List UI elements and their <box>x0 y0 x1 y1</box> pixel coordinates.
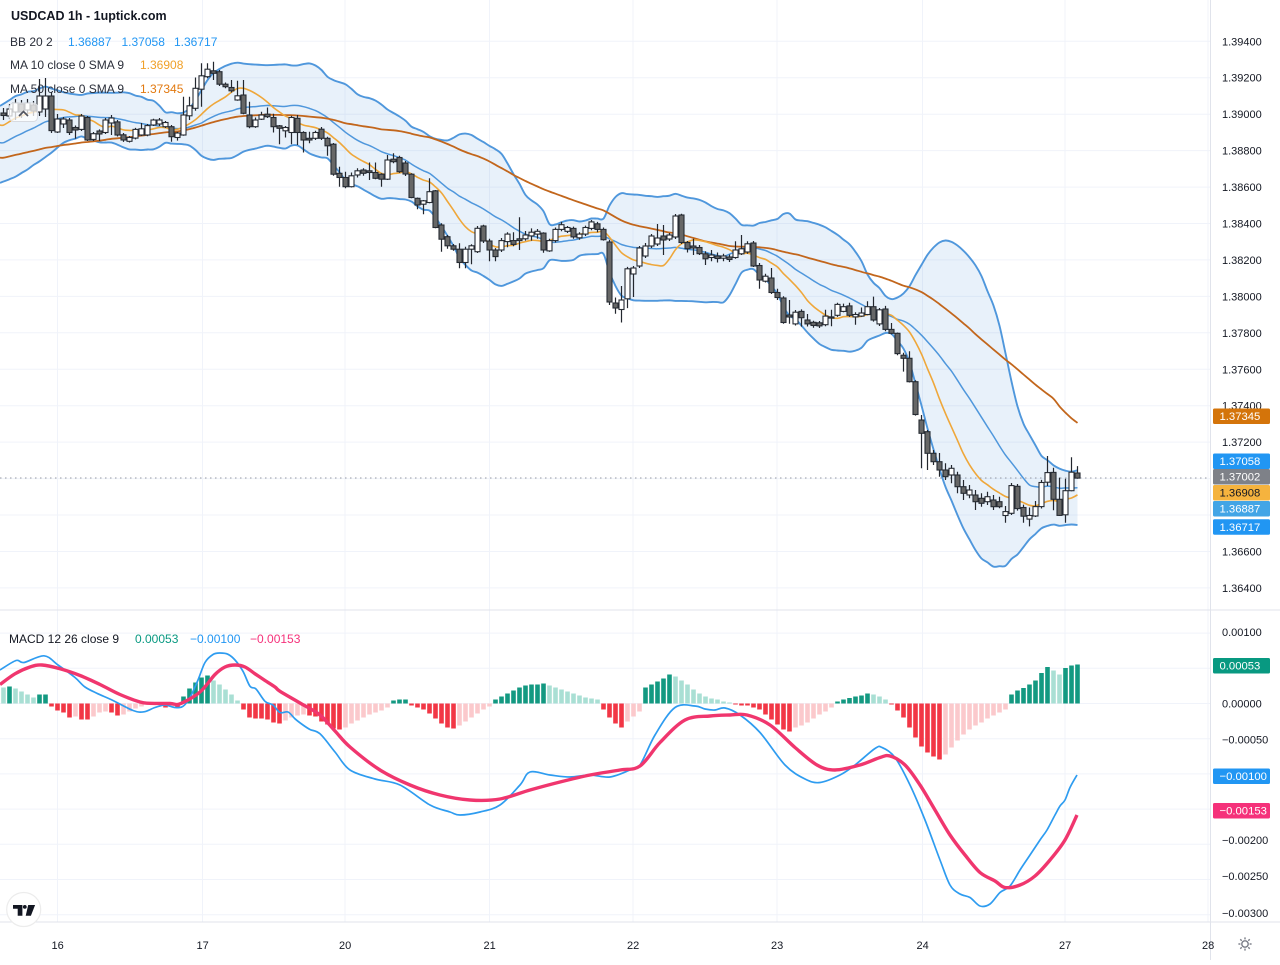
svg-text:1.37600: 1.37600 <box>1222 364 1262 376</box>
svg-text:MA 50 close 0 SMA 9: MA 50 close 0 SMA 9 <box>10 82 124 96</box>
svg-text:1.37345: 1.37345 <box>1220 411 1261 423</box>
svg-text:21: 21 <box>484 940 496 952</box>
svg-text:MACD 12 26 close 9: MACD 12 26 close 9 <box>9 632 119 646</box>
svg-text:0.00000: 0.00000 <box>1222 699 1262 711</box>
svg-text:1.36908: 1.36908 <box>140 58 184 72</box>
svg-text:24: 24 <box>917 940 929 952</box>
svg-text:1.36400: 1.36400 <box>1222 583 1262 595</box>
svg-text:BB 20 2: BB 20 2 <box>10 35 53 49</box>
svg-text:1.36600: 1.36600 <box>1222 547 1262 559</box>
svg-text:1.37800: 1.37800 <box>1222 328 1262 340</box>
svg-text:1.36887: 1.36887 <box>1220 504 1261 516</box>
svg-text:−0.00153: −0.00153 <box>250 632 301 646</box>
svg-text:−0.00100: −0.00100 <box>190 632 241 646</box>
svg-text:1.38200: 1.38200 <box>1222 255 1262 267</box>
svg-text:0.00053: 0.00053 <box>1220 661 1261 673</box>
svg-text:1.39000: 1.39000 <box>1222 109 1262 121</box>
svg-text:23: 23 <box>771 940 783 952</box>
svg-text:1.38800: 1.38800 <box>1222 146 1262 158</box>
svg-text:17: 17 <box>197 940 209 952</box>
svg-text:1.36717: 1.36717 <box>1220 522 1261 534</box>
svg-text:1.39400: 1.39400 <box>1222 36 1262 48</box>
svg-text:28: 28 <box>1202 940 1214 952</box>
svg-text:1.37002: 1.37002 <box>1220 472 1261 484</box>
svg-text:−0.00250: −0.00250 <box>1222 871 1268 883</box>
svg-text:−0.00153: −0.00153 <box>1220 806 1267 818</box>
svg-text:1.39200: 1.39200 <box>1222 73 1262 85</box>
svg-text:MA 10 close 0 SMA 9: MA 10 close 0 SMA 9 <box>10 58 124 72</box>
svg-text:20: 20 <box>339 940 351 952</box>
svg-text:−0.00300: −0.00300 <box>1222 908 1268 920</box>
svg-text:1.37058: 1.37058 <box>122 35 166 49</box>
svg-text:1.36887: 1.36887 <box>68 35 112 49</box>
svg-text:0.00100: 0.00100 <box>1222 627 1262 639</box>
svg-text:1.37200: 1.37200 <box>1222 437 1262 449</box>
svg-text:22: 22 <box>627 940 639 952</box>
svg-text:1.38600: 1.38600 <box>1222 182 1262 194</box>
svg-text:1.37058: 1.37058 <box>1220 456 1261 468</box>
svg-text:1.38400: 1.38400 <box>1222 219 1262 231</box>
svg-text:16: 16 <box>52 940 64 952</box>
svg-text:USDCAD 1h - 1uptick.com: USDCAD 1h - 1uptick.com <box>11 9 167 23</box>
svg-text:−0.00200: −0.00200 <box>1222 835 1268 847</box>
svg-text:1.36908: 1.36908 <box>1220 488 1261 500</box>
svg-text:0.00053: 0.00053 <box>135 632 179 646</box>
svg-text:1.38000: 1.38000 <box>1222 291 1262 303</box>
svg-text:1.36717: 1.36717 <box>174 35 218 49</box>
svg-text:−0.00050: −0.00050 <box>1222 735 1268 747</box>
svg-text:27: 27 <box>1059 940 1071 952</box>
svg-text:−0.00100: −0.00100 <box>1220 771 1267 783</box>
svg-text:1.37345: 1.37345 <box>140 82 184 96</box>
